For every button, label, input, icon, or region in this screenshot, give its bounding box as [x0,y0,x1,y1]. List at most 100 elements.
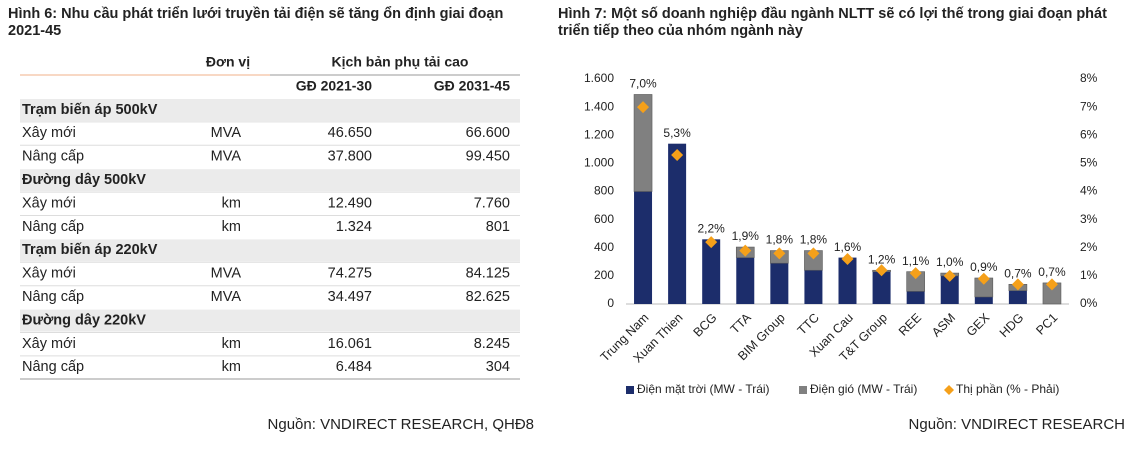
period-header: GĐ 2021-30 [296,78,372,94]
x-tick-label: ASM [929,311,958,340]
share-marker [637,101,650,114]
row-unit: MVA [211,125,242,141]
row-label: Xây mới [22,336,76,352]
y2-tick-label: 0% [1080,296,1098,310]
row-unit: MVA [211,266,242,282]
x-tick-label: REE [896,311,924,339]
cell: 1.324 [336,219,372,235]
x-tick-label: GEX [964,310,993,339]
row-label: Xây mới [22,125,76,141]
cell: 8.245 [474,336,510,352]
y2-tick-label: 8% [1080,71,1098,85]
cell: 12.490 [328,195,372,211]
bar-segment [634,191,653,304]
section-band [20,99,520,121]
table-source: Nguồn: VNDIRECT RESEARCH, QHĐ8 [268,416,534,433]
cell: 16.061 [328,336,372,352]
section-name: Đường dây 500kV [22,172,146,188]
cell: 801 [486,219,510,235]
table-title: Hình 6: Nhu cầu phát triển lưới truyền t… [8,6,504,39]
y-tick-label: 1.400 [584,99,614,113]
row-label: Nâng cấp [22,359,84,375]
bar-segment [668,143,687,304]
x-tick-label: BCG [691,311,720,340]
y2-tick-label: 4% [1080,184,1098,198]
share-marker [671,148,684,161]
share-marker [875,264,888,277]
bar-segment [974,296,993,304]
cell: 66.600 [466,125,510,141]
bar-segment [702,239,721,304]
y2-tick-label: 1% [1080,268,1098,282]
bar-segment [770,263,789,304]
section-name: Trạm biến áp 220kV [22,242,158,258]
y-tick-label: 0 [607,296,614,310]
share-label: 0,7% [1004,266,1032,280]
share-marker [1011,278,1024,291]
y2-tick-label: 3% [1080,212,1098,226]
x-tick-label: TTC [795,311,822,338]
row-unit: MVA [211,289,242,305]
cell: 6.484 [336,359,372,375]
cell: 37.800 [328,149,372,165]
y-tick-label: 1.200 [584,127,614,141]
row-unit: km [222,219,241,235]
share-label: 0,7% [1038,265,1066,279]
row-label: Nâng cấp [22,219,84,235]
y2-tick-label: 6% [1080,127,1098,141]
share-label: 1,8% [800,233,828,247]
row-label: Xây mới [22,266,76,282]
col-header: Kịch bản phụ tải cao [332,54,469,70]
share-marker [807,247,820,260]
share-marker [977,272,990,285]
bar-segment [804,270,823,304]
share-label: 1,2% [868,252,896,266]
section-name: Đường dây 220kV [22,312,146,328]
cell: 82.625 [466,289,510,305]
y-tick-label: 600 [594,212,614,226]
share-label: 5,3% [663,126,691,140]
cell: 84.125 [466,266,510,282]
legend-swatch [626,386,634,394]
y2-tick-label: 2% [1080,240,1098,254]
bar-segment [838,257,857,304]
chart-source: Nguồn: VNDIRECT RESEARCH [909,416,1125,433]
chart-title: Hình 7: Một số doanh nghiệp đầu ngành NL… [558,6,1107,39]
bar-segment [872,271,891,304]
y2-tick-label: 7% [1080,99,1098,113]
bar-segment [633,94,653,192]
share-label: 2,2% [698,221,726,235]
section-name: Trạm biến áp 500kV [22,102,158,118]
cell: 99.450 [466,149,510,165]
col-header: Đơn vị [206,54,250,70]
row-label: Nâng cấp [22,149,84,165]
x-tick-label: PC1 [1033,311,1060,338]
bar-segment [1008,290,1027,304]
section-band [20,309,520,332]
x-tick-label: TTA [728,310,754,336]
share-label: 0,9% [970,260,998,274]
row-unit: km [222,336,241,352]
row-label: Nâng cấp [22,289,84,305]
share-marker [705,236,718,249]
legend-label: Thị phần (% - Phải) [956,382,1059,396]
share-label: 1,6% [834,240,862,254]
legend-label: Điện mặt trời (MW - Trái) [637,382,770,396]
share-label: 1,8% [766,233,794,247]
share-marker [1045,278,1058,291]
row-label: Xây mới [22,195,76,211]
bar-segment [906,291,925,304]
y-tick-label: 400 [594,240,614,254]
y-tick-label: 200 [594,268,614,282]
y-tick-label: 1.000 [584,156,614,170]
share-marker [909,267,922,280]
share-marker [773,247,786,260]
legend-swatch [799,386,807,394]
cell: 304 [486,359,510,375]
section-band [20,239,520,262]
section-band [20,169,520,192]
share-marker [841,253,854,265]
legend-label: Điện gió (MW - Trái) [810,382,917,396]
